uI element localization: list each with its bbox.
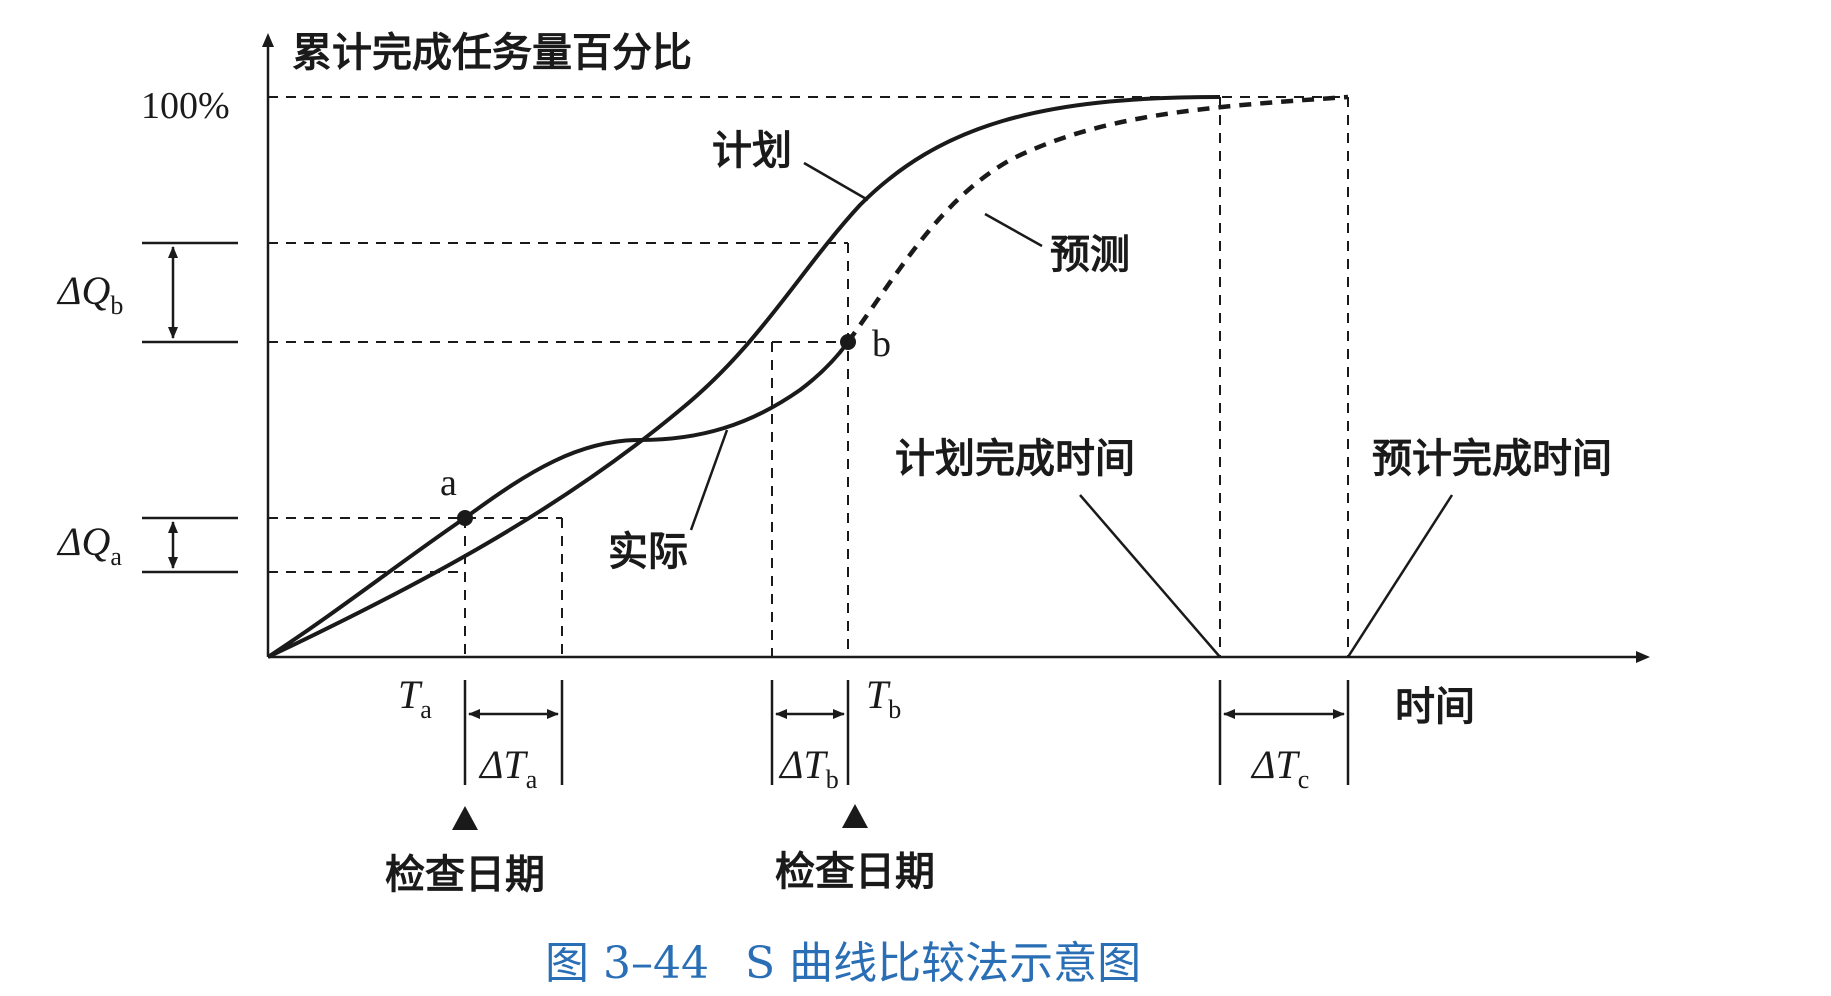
delta-t-a-symbol: ΔT bbox=[478, 742, 528, 787]
delta-t-b-symbol: ΔT bbox=[778, 742, 828, 787]
t-a-symbol: T bbox=[398, 672, 423, 717]
point-b bbox=[840, 334, 856, 350]
point-a-label: a bbox=[440, 462, 457, 504]
t-a-label: Ta bbox=[398, 672, 432, 724]
delta-t-c-label: ΔTc bbox=[1250, 742, 1309, 794]
actual-label: 实际 bbox=[608, 528, 688, 575]
delta-t-a-subscript: a bbox=[526, 765, 538, 794]
delta-q-b-label: ΔQb bbox=[56, 268, 123, 320]
delta-q-a-subscript: a bbox=[110, 542, 122, 571]
forecast-completion-leader bbox=[1346, 494, 1454, 658]
planned-completion-label: 计划完成时间 bbox=[895, 435, 1135, 482]
plan-curve bbox=[267, 95, 1221, 659]
point-b-label: b bbox=[872, 323, 891, 365]
y-top-tick-label: 100% bbox=[141, 85, 230, 127]
check-date-1-label: 检查日期 bbox=[385, 851, 545, 898]
delta-t-a-label: ΔTa bbox=[478, 742, 538, 794]
x-axis-title: 时间 bbox=[1395, 683, 1475, 730]
y-axis-title: 累计完成任务量百分比 bbox=[292, 29, 692, 76]
plan-leader bbox=[803, 161, 869, 202]
check-date-2-label: 检查日期 bbox=[775, 848, 935, 895]
t-a-subscript: a bbox=[420, 695, 432, 724]
check-date-2-triangle bbox=[842, 804, 868, 828]
point-a bbox=[457, 510, 473, 526]
delta-q-a-symbol: ΔQ bbox=[56, 519, 110, 564]
t-b-subscript: b bbox=[888, 695, 901, 724]
plan-label: 计划 bbox=[712, 127, 792, 174]
t-b-symbol: T bbox=[866, 672, 891, 717]
check-date-1-triangle bbox=[452, 806, 478, 830]
delta-t-c-subscript: c bbox=[1298, 765, 1310, 794]
actual-leader bbox=[689, 429, 729, 531]
delta-q-a-label: ΔQa bbox=[56, 519, 122, 571]
t-b-label: Tb bbox=[866, 672, 901, 724]
delta-t-b-subscript: b bbox=[826, 765, 839, 794]
figure-caption-number: 图 3–44 bbox=[545, 938, 709, 989]
actual-curve bbox=[266, 340, 850, 659]
figure-caption-title: S 曲线比较法示意图 bbox=[745, 938, 1141, 989]
forecast-curve bbox=[846, 94, 1349, 344]
delta-t-c-symbol: ΔT bbox=[1250, 742, 1300, 787]
delta-t-b-label: ΔTb bbox=[778, 742, 839, 794]
forecast-label: 预测 bbox=[1050, 231, 1130, 278]
forecast-completion-label: 预计完成时间 bbox=[1372, 435, 1612, 482]
delta-q-b-subscript: b bbox=[110, 291, 123, 320]
delta-q-b-symbol: ΔQ bbox=[56, 268, 110, 313]
forecast-leader bbox=[984, 212, 1043, 248]
planned-completion-leader bbox=[1079, 494, 1221, 658]
